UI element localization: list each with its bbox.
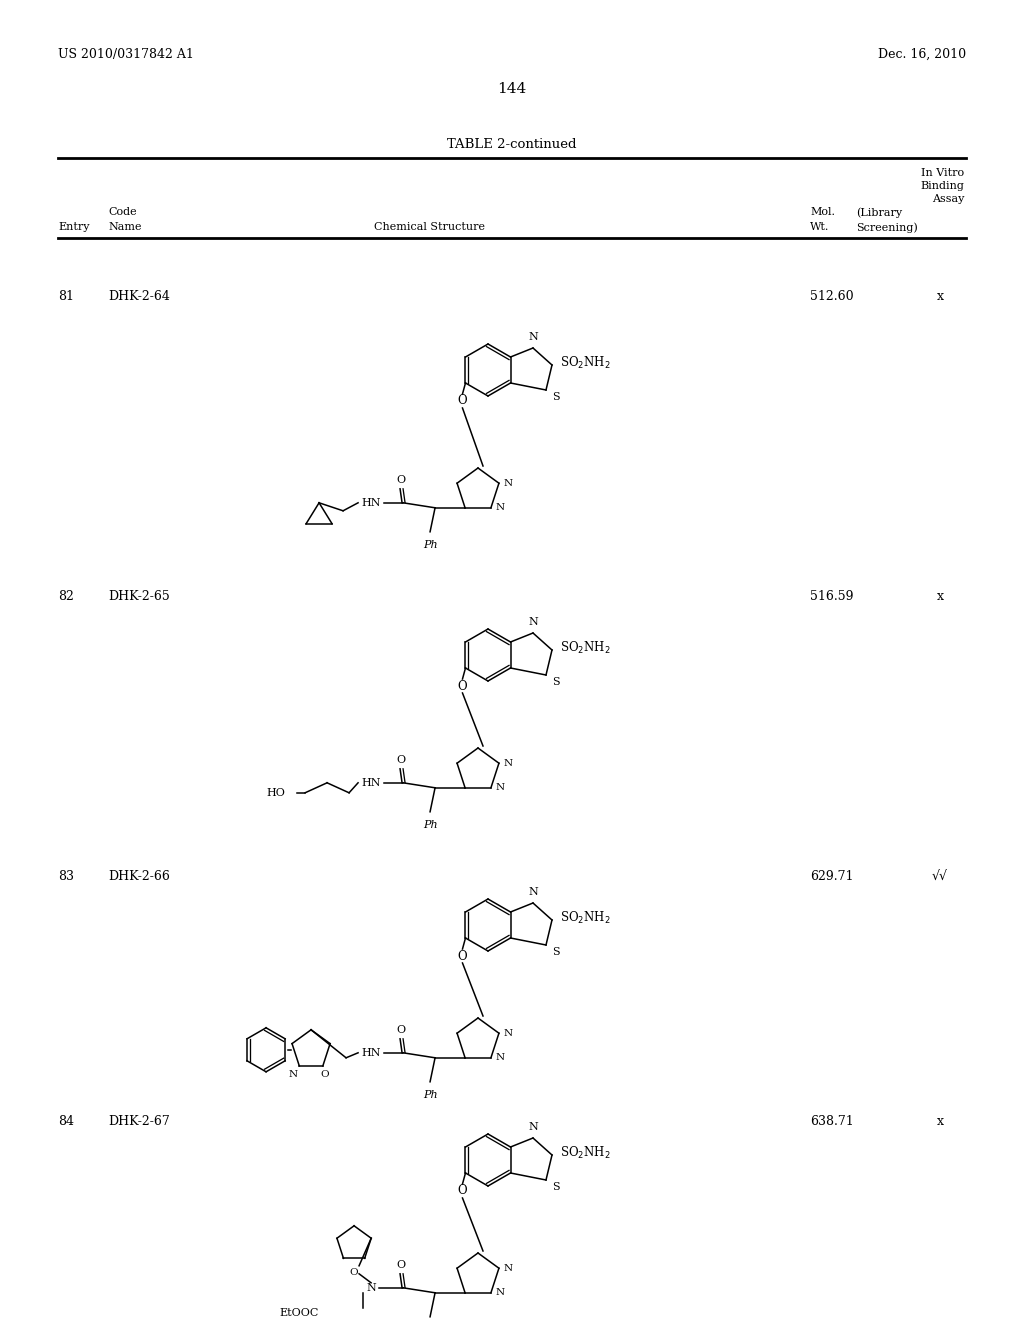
Text: S: S: [552, 1181, 560, 1192]
Text: O: O: [396, 1259, 406, 1270]
Text: SO$_2$NH$_2$: SO$_2$NH$_2$: [560, 640, 610, 656]
Text: N: N: [504, 1263, 513, 1272]
Text: O: O: [396, 475, 406, 484]
Text: Dec. 16, 2010: Dec. 16, 2010: [878, 48, 966, 61]
Text: EtOOC: EtOOC: [280, 1308, 319, 1317]
Text: 81: 81: [58, 290, 74, 304]
Text: x: x: [937, 590, 943, 603]
Text: Screening): Screening): [856, 222, 918, 232]
Text: TABLE 2-continued: TABLE 2-continued: [447, 139, 577, 150]
Text: N: N: [528, 887, 538, 898]
Text: N: N: [528, 616, 538, 627]
Text: Code: Code: [108, 207, 136, 216]
Text: N: N: [504, 1028, 513, 1038]
Text: √√: √√: [932, 870, 948, 883]
Text: N: N: [504, 479, 513, 487]
Text: 84: 84: [58, 1115, 74, 1129]
Text: DHK-2-64: DHK-2-64: [108, 290, 170, 304]
Text: In Vitro: In Vitro: [921, 168, 964, 178]
Text: O: O: [396, 755, 406, 764]
Text: S: S: [552, 677, 560, 686]
Text: DHK-2-67: DHK-2-67: [108, 1115, 170, 1129]
Text: Mol.: Mol.: [810, 207, 835, 216]
Text: 512.60: 512.60: [810, 290, 854, 304]
Text: 82: 82: [58, 590, 74, 603]
Text: O: O: [458, 1184, 467, 1197]
Text: O: O: [458, 680, 467, 693]
Text: Assay: Assay: [932, 194, 964, 205]
Text: 83: 83: [58, 870, 74, 883]
Text: 144: 144: [498, 82, 526, 96]
Text: O: O: [458, 949, 467, 962]
Text: O: O: [350, 1267, 358, 1276]
Text: 516.59: 516.59: [810, 590, 853, 603]
Text: x: x: [937, 290, 943, 304]
Text: S: S: [552, 946, 560, 957]
Text: Name: Name: [108, 222, 141, 232]
Text: US 2010/0317842 A1: US 2010/0317842 A1: [58, 48, 194, 61]
Text: HN: HN: [361, 498, 381, 508]
Text: N: N: [496, 1288, 505, 1298]
Text: N: N: [496, 503, 505, 512]
Text: N: N: [496, 1053, 505, 1063]
Text: Entry: Entry: [58, 222, 89, 232]
Text: HO: HO: [266, 788, 285, 797]
Text: S: S: [552, 392, 560, 403]
Text: N: N: [367, 1283, 376, 1292]
Text: (Library: (Library: [856, 207, 902, 218]
Text: N: N: [288, 1071, 297, 1078]
Text: 629.71: 629.71: [810, 870, 853, 883]
Text: x: x: [937, 1115, 943, 1129]
Text: Wt.: Wt.: [810, 222, 829, 232]
Text: SO$_2$NH$_2$: SO$_2$NH$_2$: [560, 909, 610, 927]
Text: SO$_2$NH$_2$: SO$_2$NH$_2$: [560, 1144, 610, 1162]
Text: SO$_2$NH$_2$: SO$_2$NH$_2$: [560, 355, 610, 371]
Text: N: N: [496, 783, 505, 792]
Text: O: O: [321, 1071, 329, 1078]
Text: Ph: Ph: [423, 820, 437, 830]
Text: N: N: [528, 1122, 538, 1133]
Text: DHK-2-65: DHK-2-65: [108, 590, 170, 603]
Text: N: N: [504, 759, 513, 768]
Text: HN: HN: [361, 777, 381, 788]
Text: Ph: Ph: [423, 1090, 437, 1100]
Text: 638.71: 638.71: [810, 1115, 854, 1129]
Text: Binding: Binding: [921, 181, 964, 191]
Text: N: N: [528, 333, 538, 342]
Text: Ph: Ph: [423, 540, 437, 550]
Text: O: O: [396, 1024, 406, 1035]
Text: DHK-2-66: DHK-2-66: [108, 870, 170, 883]
Text: HN: HN: [361, 1048, 381, 1057]
Text: O: O: [458, 395, 467, 408]
Text: Chemical Structure: Chemical Structure: [375, 222, 485, 232]
